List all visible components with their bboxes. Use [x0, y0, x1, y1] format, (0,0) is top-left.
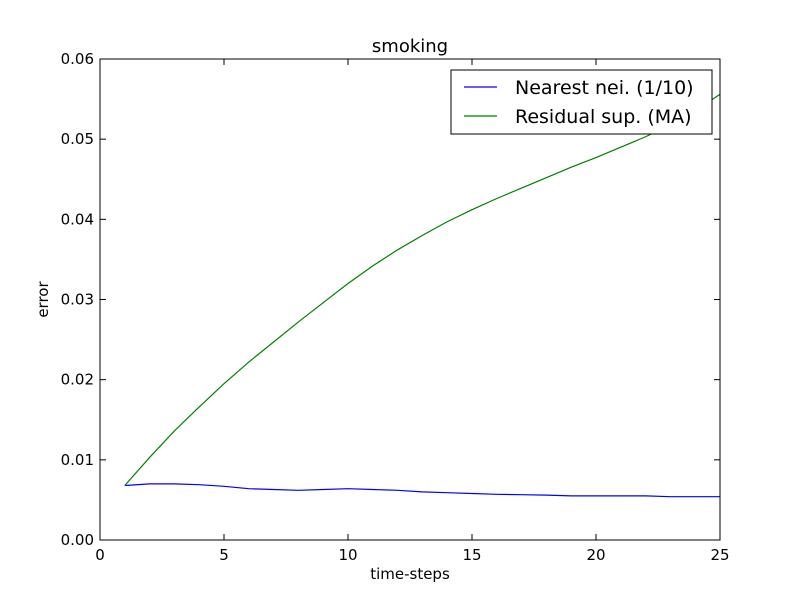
x-axis-label: time-steps — [370, 565, 450, 583]
chart-title: smoking — [372, 36, 448, 57]
series-line-2 — [124, 93, 721, 486]
legend: Nearest nei. (1/10) Residual sup. (MA) — [450, 69, 713, 135]
series-layer — [124, 93, 721, 498]
x-tick-label: 15 — [462, 546, 481, 564]
y-tick-label: 0.04 — [61, 210, 94, 228]
series-line-1 — [124, 483, 720, 498]
x-tick-label: 20 — [586, 546, 605, 564]
y-tick-label: 0.06 — [61, 50, 94, 68]
y-tick-label: 0.05 — [61, 130, 94, 148]
y-tick-label: 0.00 — [61, 531, 94, 549]
x-tick-label: 0 — [95, 546, 105, 564]
ticks-layer: 0 5 10 15 20 25 0.00 0.01 0.02 0.03 0.04 0.05 0.06 — [61, 50, 730, 564]
legend-box — [450, 69, 713, 135]
x-tick-label: 25 — [710, 546, 729, 564]
y-axis-label: error — [34, 281, 52, 318]
x-tick-label: 5 — [219, 546, 229, 564]
legend-label-1: Nearest nei. (1/10) — [515, 77, 694, 99]
legend-label-2: Residual sup. (MA) — [515, 106, 692, 128]
y-tick-label: 0.03 — [61, 291, 94, 309]
y-tick-label: 0.02 — [61, 371, 94, 389]
x-tick-label: 10 — [338, 546, 357, 564]
y-tick-label: 0.01 — [61, 451, 94, 469]
plot-frame — [99, 58, 721, 541]
